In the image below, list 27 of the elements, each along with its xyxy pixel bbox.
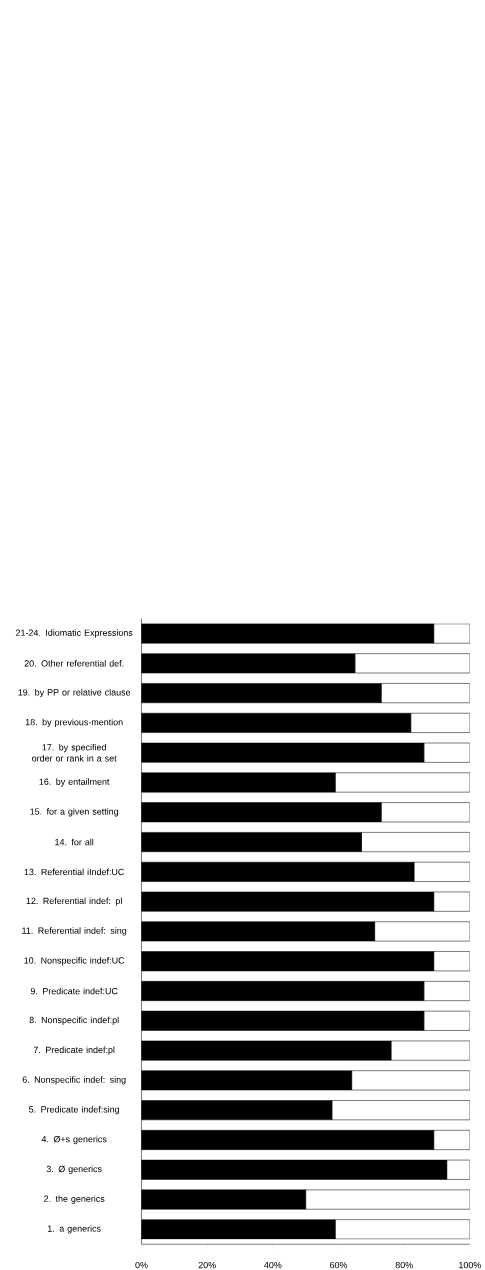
- y-tick-label: 2. the generics: [44, 1195, 105, 1204]
- x-tick-label: 100%: [459, 1261, 482, 1269]
- y-tick-label: 11. Referential indef: sing: [22, 927, 127, 936]
- y-tick-label: 19. by PP or relative clause: [18, 688, 131, 698]
- y-tick-label: 9. Predicate indef:UC: [31, 987, 118, 995]
- y-tick-label: 7. Predicate indef:pl: [34, 1046, 115, 1055]
- y-tick-label: 16. by entailment: [39, 778, 110, 787]
- y-tick-label: 15. for a given setting: [30, 808, 119, 817]
- y-tick-label: 17. by specified order or rank in a set: [32, 743, 117, 762]
- y-tick-label: 8. Nonspecific indef:pl: [29, 1016, 119, 1025]
- y-tick-label: 13. Referential iIndef:UC: [24, 868, 125, 876]
- x-tick-label: 20%: [198, 1261, 216, 1269]
- y-tick-label: 10. Nonspecific indef:UC: [24, 957, 125, 966]
- y-tick-label: 14. for all: [55, 838, 94, 846]
- y-tick-label: 5. Predicate indef:sing: [29, 1106, 120, 1115]
- y-tick-label: 4. Ø+s generics: [41, 1135, 107, 1145]
- x-tick-label: 60%: [330, 1261, 348, 1269]
- x-tick-label: 0%: [135, 1261, 148, 1269]
- x-tick-label: 80%: [395, 1261, 413, 1269]
- y-tick-label: 20. Other referential def.: [24, 660, 124, 667]
- y-tick-label: 6. Nonspecific indef: sing: [22, 1076, 126, 1085]
- y-tick-label: 1. a generics: [48, 1225, 101, 1234]
- y-tick-label: 3. Ø generics: [46, 1165, 102, 1174]
- x-tick-label: 40%: [264, 1261, 282, 1269]
- y-tick-label: 12. Referential indef: pl: [26, 897, 122, 906]
- y-tick-label: 18. by previous-mention: [26, 718, 123, 728]
- y-tick-label: 21-24. Idiomatic Expressions: [16, 629, 133, 638]
